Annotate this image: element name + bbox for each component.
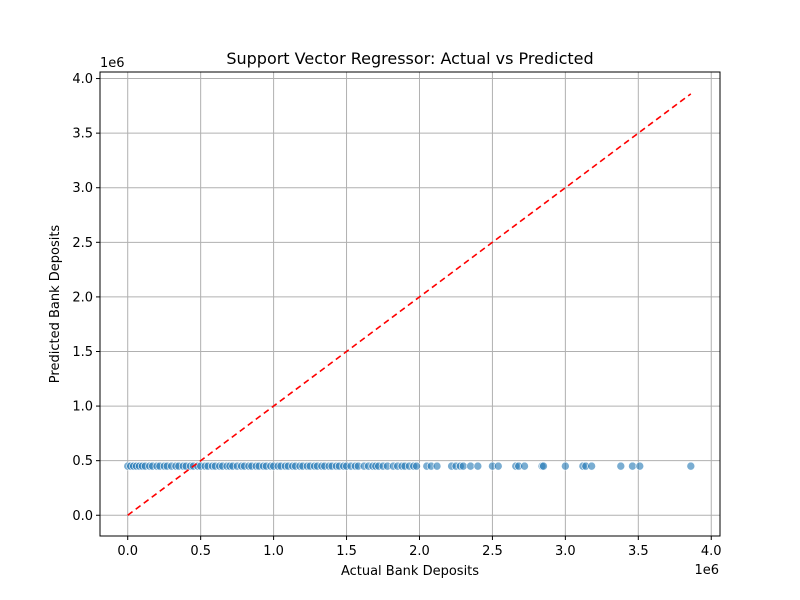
y-tick-label: 3.5 (72, 127, 93, 142)
scatter-points (123, 461, 696, 471)
scatter-point (635, 461, 645, 471)
scatter-point (520, 461, 529, 471)
scatter-point (686, 461, 696, 471)
x-axis-offset-label: 1e6 (694, 563, 719, 578)
chart-title: Support Vector Regressor: Actual vs Pred… (226, 49, 593, 68)
scatter-point (587, 461, 596, 471)
x-tick-label: 1.5 (336, 544, 357, 559)
plot-frame (99, 71, 721, 537)
x-tick-label: 2.5 (482, 544, 503, 559)
x-tick-label: 0.5 (190, 544, 211, 559)
x-tick-label: 3.5 (628, 544, 649, 559)
x-tick-label: 1.0 (263, 544, 284, 559)
scatter-point (466, 461, 475, 471)
x-tick-label: 0.0 (117, 544, 138, 559)
scatter-point (616, 461, 626, 471)
scatter-point (412, 461, 421, 471)
scatter-point (458, 461, 468, 471)
y-axis-label: Predicted Bank Deposits (48, 225, 63, 384)
scatter-point (539, 461, 548, 471)
y-axis-offset-label: 1e6 (100, 56, 125, 71)
x-tick-label: 3.0 (555, 544, 576, 559)
ideal-fit-line (127, 93, 692, 516)
y-tick-label: 1.0 (72, 400, 93, 415)
reference-line (127, 93, 692, 516)
scatter-point (473, 461, 483, 471)
scatter-point (493, 461, 503, 471)
y-tick-label: 0.0 (72, 509, 93, 524)
x-tick-label: 4.0 (701, 544, 722, 559)
scatter-point (561, 461, 570, 471)
y-axis-ticks: 0.0 0.5 1.0 1.5 2.0 2.5 3.0 3.5 4.0 (72, 72, 100, 524)
y-tick-label: 2.0 (72, 290, 93, 305)
y-tick-label: 4.0 (72, 72, 93, 87)
y-tick-label: 0.5 (72, 454, 93, 469)
scatter-point (628, 461, 637, 471)
scatter-point (432, 461, 442, 471)
y-tick-label: 2.5 (72, 236, 93, 251)
x-tick-label: 2.0 (409, 544, 430, 559)
y-tick-label: 1.5 (72, 345, 93, 360)
x-axis-ticks: 0.0 0.5 1.0 1.5 2.0 2.5 3.0 3.5 4.0 (117, 536, 722, 559)
y-tick-label: 3.0 (72, 181, 93, 196)
x-axis-label: Actual Bank Deposits (341, 564, 479, 579)
grid (100, 72, 720, 536)
